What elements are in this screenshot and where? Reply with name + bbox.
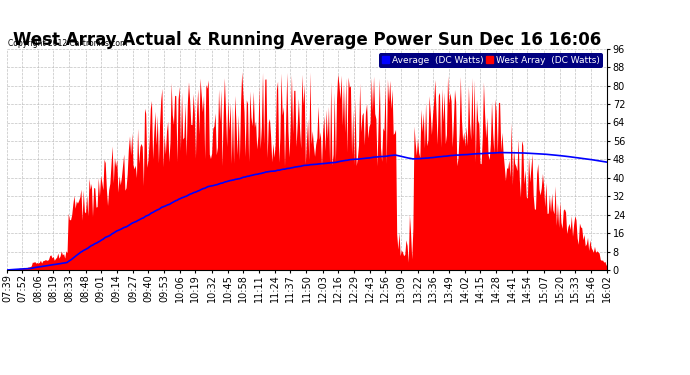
Title: West Array Actual & Running Average Power Sun Dec 16 16:06: West Array Actual & Running Average Powe… (13, 31, 601, 49)
Text: Copyright 2012 Cartronics.com: Copyright 2012 Cartronics.com (8, 39, 128, 48)
Legend: Average  (DC Watts), West Array  (DC Watts): Average (DC Watts), West Array (DC Watts… (380, 53, 602, 68)
